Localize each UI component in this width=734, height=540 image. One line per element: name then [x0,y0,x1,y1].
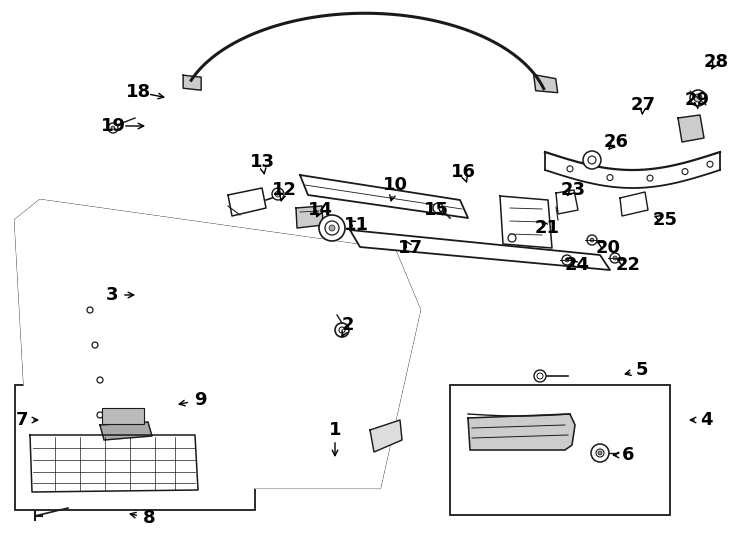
Text: 5: 5 [636,361,648,379]
Text: 8: 8 [142,509,156,527]
Text: 29: 29 [685,91,710,109]
Text: 6: 6 [622,446,634,464]
Polygon shape [184,75,201,90]
Polygon shape [370,420,402,452]
Circle shape [92,342,98,348]
Text: 14: 14 [308,201,333,219]
Circle shape [108,123,118,133]
Text: 25: 25 [653,211,677,229]
Text: 20: 20 [595,239,620,257]
Text: 15: 15 [424,201,448,219]
Polygon shape [620,192,648,216]
Circle shape [508,234,516,242]
Polygon shape [350,230,610,270]
Polygon shape [500,196,552,248]
Circle shape [339,327,345,333]
Polygon shape [15,200,420,488]
Circle shape [329,225,335,231]
Text: 2: 2 [342,316,355,334]
Circle shape [565,258,569,262]
Circle shape [588,156,596,164]
Polygon shape [300,175,468,218]
Circle shape [272,188,284,200]
Polygon shape [678,115,704,142]
Text: 7: 7 [15,411,28,429]
Circle shape [275,191,281,197]
Polygon shape [296,206,323,228]
Circle shape [694,94,702,102]
Circle shape [587,235,597,245]
Text: 1: 1 [329,421,341,439]
Circle shape [97,412,103,418]
Text: 17: 17 [398,239,423,257]
Text: 4: 4 [700,411,712,429]
Circle shape [583,151,601,169]
Text: 23: 23 [561,181,586,199]
Bar [15,385,255,510]
Circle shape [590,238,594,242]
Circle shape [690,90,706,106]
Text: 19: 19 [101,117,126,135]
Polygon shape [468,414,575,450]
Polygon shape [228,188,266,216]
Circle shape [596,449,604,457]
Circle shape [537,373,543,379]
Circle shape [97,377,103,383]
Circle shape [325,221,339,235]
Text: 16: 16 [451,163,476,181]
Circle shape [111,126,115,130]
Circle shape [707,161,713,167]
Polygon shape [100,422,152,440]
Text: 28: 28 [703,53,729,71]
Circle shape [613,256,617,260]
Text: 11: 11 [344,216,368,234]
Text: 27: 27 [631,96,655,114]
Text: 13: 13 [250,153,275,171]
Circle shape [319,215,345,241]
Text: 18: 18 [126,83,150,101]
Circle shape [610,253,620,263]
Text: 22: 22 [616,256,641,274]
Circle shape [607,174,613,180]
Bar [450,385,670,515]
Circle shape [647,175,653,181]
Text: 26: 26 [603,133,628,151]
Text: 10: 10 [382,176,407,194]
Circle shape [534,370,546,382]
Text: 3: 3 [106,286,118,304]
Circle shape [598,451,602,455]
Text: 9: 9 [194,391,206,409]
Circle shape [335,323,349,337]
Circle shape [591,444,609,462]
Circle shape [562,255,572,265]
Polygon shape [30,435,198,492]
Text: 21: 21 [534,219,559,237]
Bar [102,408,144,424]
Text: 24: 24 [564,256,589,274]
Circle shape [567,166,573,172]
Polygon shape [534,75,558,93]
Polygon shape [556,190,578,214]
Circle shape [87,307,93,313]
Circle shape [682,168,688,174]
Text: 12: 12 [272,181,297,199]
Circle shape [433,203,443,213]
